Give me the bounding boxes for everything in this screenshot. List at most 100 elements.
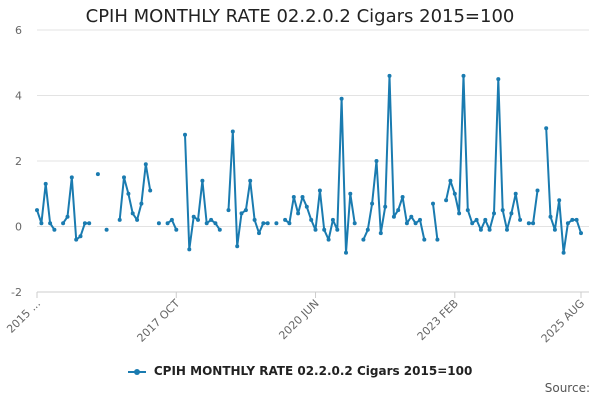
- data-point[interactable]: [43, 181, 48, 186]
- data-point[interactable]: [191, 214, 196, 219]
- data-point[interactable]: [409, 214, 414, 219]
- data-point[interactable]: [95, 172, 100, 177]
- data-point[interactable]: [274, 221, 279, 226]
- data-point[interactable]: [352, 221, 357, 226]
- data-point[interactable]: [283, 217, 288, 222]
- data-point[interactable]: [422, 237, 427, 242]
- data-point[interactable]: [187, 247, 192, 252]
- data-point[interactable]: [169, 217, 174, 222]
- data-point[interactable]: [196, 217, 200, 222]
- data-point[interactable]: [470, 221, 475, 226]
- data-point[interactable]: [78, 234, 83, 239]
- data-point[interactable]: [226, 208, 231, 213]
- data-point[interactable]: [87, 221, 92, 226]
- data-point[interactable]: [492, 211, 496, 216]
- data-point[interactable]: [505, 227, 509, 232]
- data-point[interactable]: [461, 73, 466, 78]
- data-point[interactable]: [313, 227, 318, 232]
- data-point[interactable]: [418, 217, 422, 222]
- data-point[interactable]: [365, 227, 370, 232]
- data-point[interactable]: [39, 221, 44, 226]
- data-point[interactable]: [348, 191, 353, 196]
- data-point[interactable]: [513, 191, 518, 196]
- data-point[interactable]: [130, 211, 135, 216]
- data-point[interactable]: [48, 221, 53, 226]
- data-point[interactable]: [404, 221, 409, 226]
- data-point[interactable]: [335, 227, 340, 232]
- data-point[interactable]: [561, 250, 566, 255]
- data-point[interactable]: [291, 195, 296, 199]
- data-point[interactable]: [69, 175, 74, 180]
- data-point[interactable]: [478, 227, 483, 232]
- data-point[interactable]: [396, 208, 401, 213]
- data-point[interactable]: [570, 217, 575, 222]
- data-point[interactable]: [496, 77, 501, 82]
- data-point[interactable]: [257, 231, 261, 236]
- data-point[interactable]: [383, 204, 388, 209]
- data-point[interactable]: [374, 159, 379, 163]
- data-point[interactable]: [300, 195, 305, 199]
- data-point[interactable]: [261, 221, 266, 226]
- data-point[interactable]: [217, 227, 222, 232]
- data-point[interactable]: [518, 217, 523, 222]
- data-point[interactable]: [544, 126, 549, 131]
- data-point[interactable]: [309, 217, 314, 222]
- data-point[interactable]: [174, 227, 179, 232]
- data-point[interactable]: [339, 96, 344, 101]
- data-point[interactable]: [361, 237, 366, 242]
- data-point[interactable]: [156, 221, 161, 226]
- data-point[interactable]: [148, 188, 153, 193]
- data-point[interactable]: [209, 217, 214, 222]
- data-point[interactable]: [200, 178, 205, 183]
- data-point[interactable]: [444, 198, 449, 203]
- data-point[interactable]: [452, 191, 457, 196]
- data-point[interactable]: [74, 237, 79, 242]
- data-point[interactable]: [65, 214, 70, 219]
- data-point[interactable]: [531, 221, 536, 226]
- data-point[interactable]: [317, 188, 322, 193]
- data-point[interactable]: [378, 231, 383, 236]
- data-point[interactable]: [183, 132, 187, 137]
- data-point[interactable]: [296, 211, 301, 216]
- data-point[interactable]: [579, 231, 583, 236]
- data-point[interactable]: [82, 221, 87, 226]
- data-point[interactable]: [243, 208, 248, 213]
- data-point[interactable]: [330, 217, 335, 222]
- data-point[interactable]: [35, 208, 39, 213]
- data-point[interactable]: [500, 208, 505, 213]
- data-point[interactable]: [104, 227, 109, 232]
- data-point[interactable]: [487, 227, 492, 232]
- data-point[interactable]: [535, 188, 540, 193]
- data-point[interactable]: [143, 162, 148, 167]
- data-point[interactable]: [509, 211, 514, 216]
- data-point[interactable]: [126, 191, 131, 196]
- data-point[interactable]: [344, 250, 348, 255]
- data-point[interactable]: [304, 204, 309, 209]
- legend[interactable]: CPIH MONTHLY RATE 02.2.0.2 Cigars 2015=1…: [0, 364, 600, 378]
- data-point[interactable]: [413, 221, 418, 226]
- data-point[interactable]: [574, 217, 579, 222]
- data-point[interactable]: [391, 214, 396, 219]
- data-point[interactable]: [213, 221, 218, 226]
- data-point[interactable]: [235, 244, 240, 249]
- data-point[interactable]: [61, 221, 66, 226]
- data-point[interactable]: [552, 227, 557, 232]
- data-point[interactable]: [448, 178, 453, 183]
- data-point[interactable]: [52, 227, 57, 232]
- data-point[interactable]: [322, 227, 327, 232]
- data-point[interactable]: [248, 178, 253, 183]
- data-point[interactable]: [287, 221, 292, 226]
- data-point[interactable]: [548, 214, 553, 219]
- data-point[interactable]: [526, 221, 531, 226]
- data-point[interactable]: [387, 73, 392, 78]
- data-point[interactable]: [370, 201, 375, 206]
- data-point[interactable]: [204, 221, 209, 226]
- data-point[interactable]: [252, 217, 257, 222]
- data-point[interactable]: [400, 195, 405, 199]
- data-point[interactable]: [326, 237, 331, 242]
- data-point[interactable]: [135, 217, 140, 222]
- data-point[interactable]: [483, 217, 488, 222]
- data-point[interactable]: [139, 201, 144, 206]
- data-point[interactable]: [435, 237, 440, 242]
- data-point[interactable]: [117, 217, 122, 222]
